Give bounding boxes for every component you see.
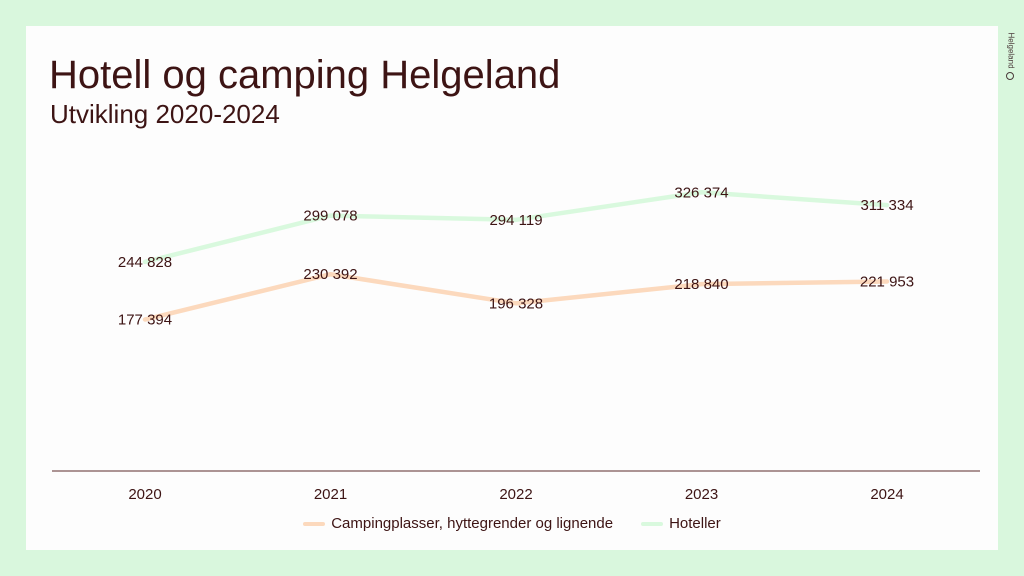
legend-item-hotel: Hoteller: [641, 515, 721, 532]
data-label-camping-2020: 177 394: [118, 312, 172, 329]
data-label-hotel-2022: 294 119: [489, 212, 542, 229]
chart-legend: Campingplasser, hyttegrender og lignende…: [0, 515, 1024, 532]
data-label-hotel-2023: 326 374: [674, 184, 728, 201]
x-tick-label-2024: 2024: [870, 486, 903, 503]
x-tick-label-2021: 2021: [314, 486, 347, 503]
data-label-hotel-2020: 244 828: [118, 254, 172, 271]
data-label-camping-2023: 218 840: [674, 276, 728, 293]
x-tick-label-2023: 2023: [685, 486, 718, 503]
legend-item-camping: Campingplasser, hyttegrender og lignende: [303, 515, 613, 532]
data-label-camping-2021: 230 392: [303, 266, 357, 283]
page-subtitle: Utvikling 2020-2024: [50, 99, 280, 129]
legend-label-hotel: Hoteller: [669, 515, 721, 532]
brand-logo: Helgeland: [1002, 30, 1020, 80]
data-label-camping-2024: 221 953: [860, 273, 914, 290]
slide-background: [26, 26, 998, 550]
legend-swatch-camping: [303, 521, 326, 526]
legend-label-camping: Campingplasser, hyttegrender og lignende: [331, 515, 614, 532]
data-label-hotel-2021: 299 078: [303, 208, 357, 225]
legend-swatch-hotel: [641, 521, 664, 526]
data-label-camping-2022: 196 328: [489, 295, 543, 312]
page-title: Hotell og camping Helgeland: [49, 53, 561, 97]
brand-logo-icon: [1006, 72, 1014, 80]
data-label-hotel-2024: 311 334: [860, 197, 913, 214]
x-tick-label-2022: 2022: [499, 486, 532, 503]
x-tick-label-2020: 2020: [128, 486, 161, 503]
